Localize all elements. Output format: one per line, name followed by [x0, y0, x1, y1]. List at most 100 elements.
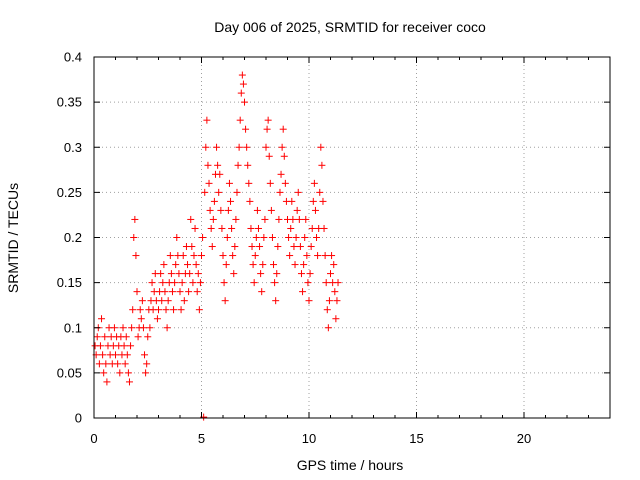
data-point [194, 270, 202, 278]
data-point [175, 270, 183, 278]
data-point [302, 215, 310, 223]
data-point [159, 279, 167, 287]
data-point [310, 179, 318, 187]
data-point [204, 161, 212, 169]
data-point [331, 288, 339, 296]
data-point [221, 297, 229, 305]
x-tick-label: 5 [198, 431, 205, 446]
data-point [216, 170, 224, 178]
data-point [332, 315, 340, 323]
data-point [323, 306, 331, 314]
data-point [313, 234, 321, 241]
data-point [223, 234, 231, 241]
data-point [206, 206, 214, 214]
data-point [297, 270, 305, 278]
data-point [112, 351, 119, 359]
data-points [91, 71, 342, 421]
data-point [248, 243, 256, 251]
data-point [164, 297, 172, 305]
x-axis-label: GPS time / hours [297, 457, 404, 473]
data-point [334, 279, 342, 287]
data-point [225, 179, 233, 187]
data-point [261, 215, 269, 223]
data-point [189, 279, 197, 287]
data-point [272, 297, 280, 305]
x-tick-labels: 0 5 10 15 20 [90, 431, 531, 446]
data-point [271, 279, 279, 287]
data-point [257, 270, 265, 278]
data-point [321, 252, 329, 260]
data-point [232, 215, 240, 223]
data-point [121, 360, 129, 368]
data-point [228, 224, 236, 232]
x-tick-label: 15 [409, 431, 423, 446]
data-point [155, 306, 162, 314]
data-point [319, 197, 327, 205]
y-tick-label: 0.3 [64, 140, 82, 155]
data-point [96, 342, 104, 350]
data-point [157, 270, 165, 278]
data-point [285, 234, 293, 241]
data-point [186, 270, 194, 278]
y-tick-labels: 0 0.05 0.1 0.15 0.2 0.25 0.3 0.35 0.4 [57, 50, 82, 426]
data-point [328, 252, 336, 260]
data-point [136, 306, 144, 314]
data-point [275, 215, 283, 223]
data-point [252, 234, 260, 241]
data-point [220, 279, 228, 287]
data-point [222, 261, 230, 269]
data-point [210, 197, 218, 205]
data-point [185, 288, 193, 296]
data-point [318, 161, 326, 169]
y-tick-label: 0.05 [57, 365, 82, 380]
data-point [286, 252, 294, 260]
data-point [309, 197, 317, 205]
data-point [124, 369, 132, 377]
data-point [132, 252, 140, 260]
data-point [191, 224, 199, 232]
data-point [209, 215, 217, 223]
grid-lines [94, 57, 610, 418]
plot-frame [93, 56, 611, 419]
data-point [234, 161, 242, 169]
data-point [235, 143, 243, 151]
data-point [280, 152, 288, 160]
data-point [270, 261, 278, 269]
data-point [217, 206, 225, 214]
data-point [141, 351, 149, 359]
data-point [184, 261, 192, 269]
data-point [229, 252, 237, 260]
data-point [171, 279, 179, 287]
data-point [289, 215, 297, 223]
chart-title: Day 006 of 2025, SRMTID for receiver coc… [214, 19, 486, 35]
data-point [317, 143, 325, 151]
y-tick-label: 0.35 [57, 95, 82, 110]
data-point [142, 369, 150, 377]
data-point [123, 351, 131, 359]
data-point [253, 206, 261, 214]
data-point [122, 333, 130, 341]
data-point [256, 243, 264, 251]
data-point [195, 306, 203, 314]
data-point [320, 224, 328, 232]
data-point [314, 252, 322, 260]
data-point [233, 188, 241, 196]
data-point [199, 234, 207, 241]
data-point [138, 297, 146, 305]
y-tick-label: 0.25 [57, 185, 82, 200]
data-point [214, 161, 222, 169]
data-point [160, 261, 168, 269]
data-point [242, 125, 250, 133]
data-point [273, 270, 281, 278]
data-point [130, 234, 138, 241]
data-point [201, 188, 209, 196]
data-point [247, 224, 255, 232]
data-point [277, 170, 285, 178]
data-point [161, 288, 169, 296]
data-point [330, 261, 338, 269]
data-point [101, 333, 109, 341]
data-point [264, 116, 272, 124]
data-point [202, 143, 210, 151]
data-point [137, 315, 145, 323]
